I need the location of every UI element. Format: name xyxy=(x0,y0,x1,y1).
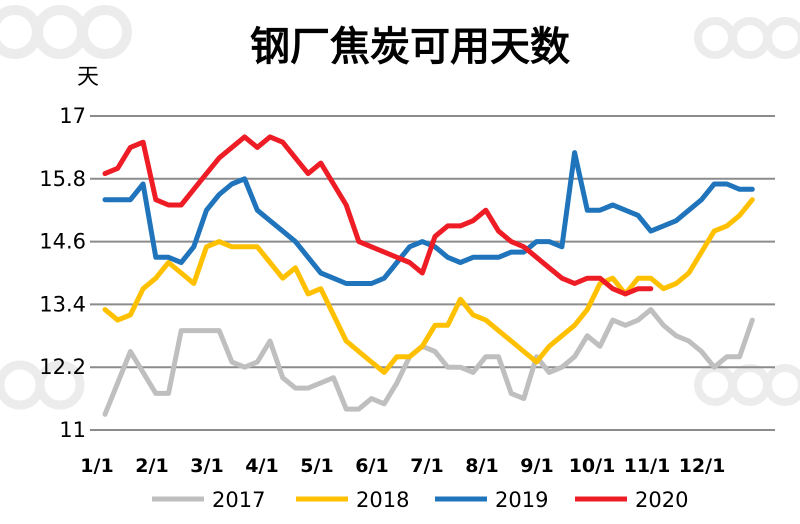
watermark-logo-bottom-left xyxy=(0,360,85,410)
y-tick-label: 17 xyxy=(59,104,86,128)
watermark-logo-bottom-right xyxy=(694,364,800,406)
x-tick-label: 11/1 xyxy=(624,455,671,477)
legend-label-2020: 2020 xyxy=(635,488,688,512)
y-tick-label: 15.8 xyxy=(39,167,86,191)
y-axis-unit: 天 xyxy=(77,65,99,90)
grid xyxy=(90,115,775,431)
y-tick-label: 13.4 xyxy=(39,292,86,316)
x-tick-label: 2/1 xyxy=(135,455,168,477)
legend-label-2018: 2018 xyxy=(356,488,409,512)
series-group xyxy=(102,134,755,417)
x-tick-label: 3/1 xyxy=(190,455,223,477)
x-tick-label: 5/1 xyxy=(300,455,333,477)
x-tick-label: 4/1 xyxy=(245,455,278,477)
x-tick-label: 9/1 xyxy=(520,455,553,477)
x-tick-label: 7/1 xyxy=(410,455,443,477)
watermark-logo-top-left xyxy=(0,5,132,59)
y-axis-ticks: 11 12.2 13.4 14.6 15.8 17 xyxy=(39,104,86,442)
x-tick-label: 1/1 xyxy=(80,455,113,477)
series-line-2018 xyxy=(102,197,755,375)
watermark xyxy=(0,5,800,410)
x-tick-label: 12/1 xyxy=(679,455,726,477)
legend-label-2017: 2017 xyxy=(212,488,265,512)
watermark-logo-top-right xyxy=(694,17,800,59)
legend-label-2019: 2019 xyxy=(495,488,548,512)
x-axis-ticks: 1/1 2/1 3/1 4/1 5/1 6/1 7/1 8/1 9/1 10/1 11/1 12/1 xyxy=(80,455,725,477)
x-tick-label: 10/1 xyxy=(569,455,616,477)
y-tick-label: 14.6 xyxy=(39,230,86,254)
series-line-2019 xyxy=(102,150,755,286)
x-tick-label: 8/1 xyxy=(465,455,498,477)
y-tick-label: 12.2 xyxy=(39,355,86,379)
x-tick-label: 6/1 xyxy=(355,455,388,477)
y-tick-label: 11 xyxy=(59,418,86,442)
chart-title: 钢厂焦炭可用天数 xyxy=(250,24,570,70)
series-line-2017 xyxy=(102,307,755,417)
series-line-2020 xyxy=(102,134,654,297)
legend: 2017 2018 2019 2020 xyxy=(152,488,688,512)
